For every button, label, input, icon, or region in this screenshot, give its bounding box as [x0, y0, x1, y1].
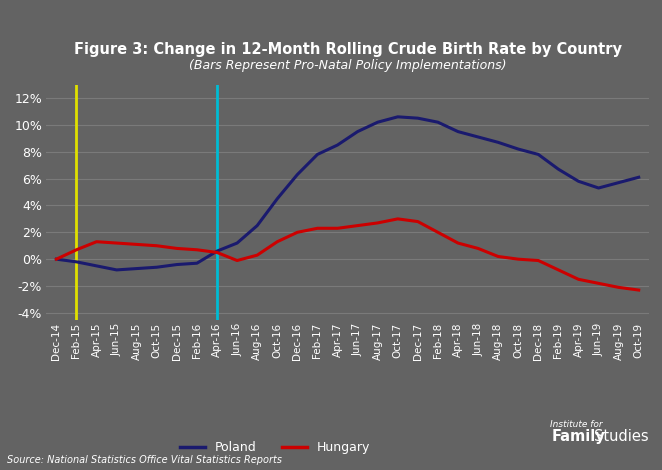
Text: (Bars Represent Pro-Natal Policy Implementations): (Bars Represent Pro-Natal Policy Impleme… [189, 59, 506, 72]
Legend: Poland, Hungary: Poland, Hungary [175, 436, 375, 459]
Text: Studies: Studies [594, 429, 649, 444]
Text: Source: National Statistics Office Vital Statistics Reports: Source: National Statistics Office Vital… [7, 455, 281, 465]
Text: Family: Family [551, 429, 605, 444]
Text: Institute for: Institute for [549, 420, 602, 429]
Title: Figure 3: Change in 12-Month Rolling Crude Birth Rate by Country: Figure 3: Change in 12-Month Rolling Cru… [73, 42, 622, 57]
